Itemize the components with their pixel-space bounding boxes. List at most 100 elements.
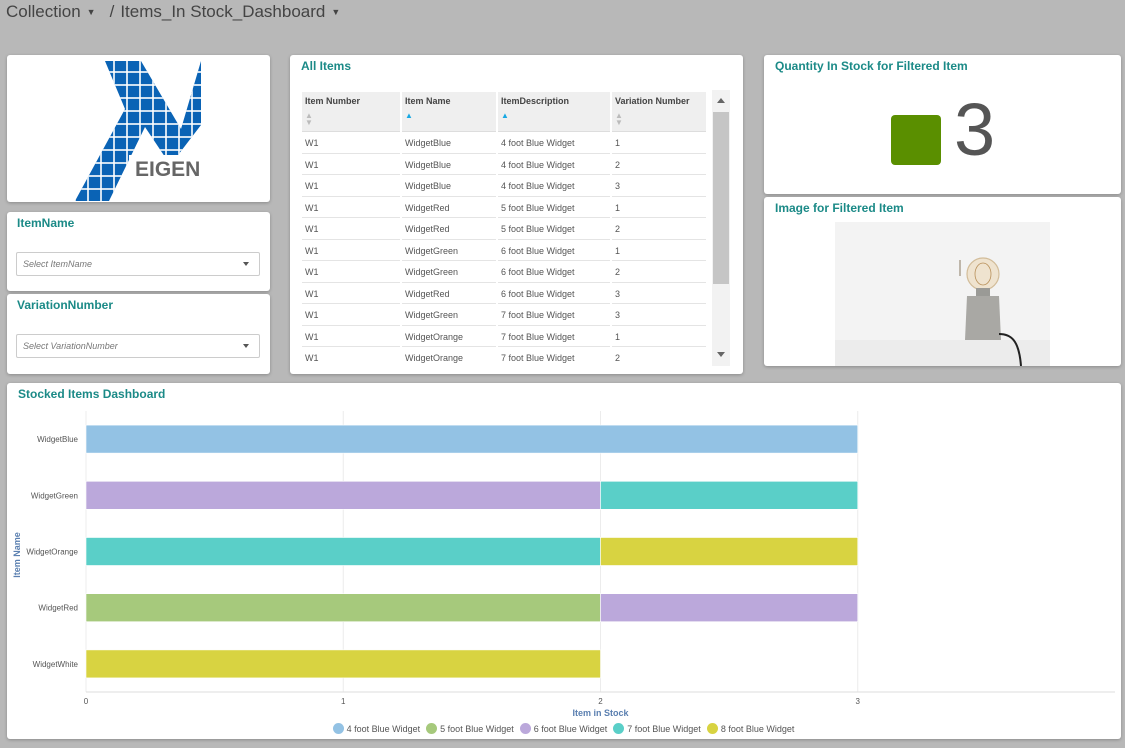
bar-WidgetBlue-0[interactable] xyxy=(85,424,859,454)
table-row[interactable]: W1 WidgetRed 6 foot Blue Widget 3 xyxy=(302,284,706,304)
variation-number-placeholder: Select VariationNumber xyxy=(23,341,118,351)
table-cell: W1 xyxy=(302,263,400,283)
column-header-item-name[interactable]: Item Name ▲ xyxy=(402,92,496,132)
bar-WidgetRed-1[interactable] xyxy=(85,593,601,622)
item-name-filter-panel: ItemName Select ItemName xyxy=(7,212,270,291)
logo-x-mark xyxy=(75,61,201,201)
legend-label: 8 foot Blue Widget xyxy=(720,723,795,734)
table-cell: 7 foot Blue Widget xyxy=(498,349,610,366)
table-cell: 4 foot Blue Widget xyxy=(498,155,610,175)
table-row[interactable]: W1 WidgetGreen 7 foot Blue Widget 3 xyxy=(302,306,706,326)
table-row[interactable]: W1 WidgetGreen 6 foot Blue Widget 1 xyxy=(302,241,706,261)
y-tick-label: WidgetRed xyxy=(38,604,78,613)
x-tick-label: 0 xyxy=(84,697,89,706)
x-tick-label: 3 xyxy=(856,697,861,706)
sort-icon[interactable]: ▲ ▼ xyxy=(615,111,623,127)
all-items-panel: All Items Item Number ▲ ▼ Item Name ▲ ItemD… xyxy=(290,55,743,374)
table-row[interactable]: W1 WidgetBlue 4 foot Blue Widget 2 xyxy=(302,155,706,175)
sort-asc-icon[interactable]: ▲ xyxy=(405,111,413,120)
column-header-variation-number[interactable]: Variation Number ▲ ▼ xyxy=(612,92,706,132)
column-header-item-description[interactable]: ItemDescription ▲ xyxy=(498,92,610,132)
table-cell: WidgetRed xyxy=(402,284,496,304)
table-cell: W1 xyxy=(302,327,400,347)
chart-legend: 4 foot Blue Widget 5 foot Blue Widget 6 fo… xyxy=(7,723,1120,734)
table-row[interactable]: W1 WidgetOrange 7 foot Blue Widget 1 xyxy=(302,327,706,347)
table-cell: 5 foot Blue Widget xyxy=(498,198,610,218)
chevron-down-icon[interactable]: ▼ xyxy=(331,7,341,17)
table-cell: W1 xyxy=(302,177,400,197)
scroll-up-icon[interactable] xyxy=(717,98,725,103)
dashboard-title[interactable]: Items_In Stock_Dashboard xyxy=(120,2,326,21)
legend-swatch xyxy=(519,723,531,734)
status-indicator xyxy=(891,115,941,165)
variation-number-filter-title: VariationNumber xyxy=(17,298,114,312)
variation-number-select[interactable]: Select VariationNumber xyxy=(16,334,260,358)
legend-item[interactable]: 6 foot Blue Widget xyxy=(519,723,607,734)
table-cell: 6 foot Blue Widget xyxy=(498,241,610,261)
table-cell: W1 xyxy=(302,349,400,366)
table-cell: 3 xyxy=(612,284,706,304)
table-cell: WidgetGreen xyxy=(402,241,496,261)
table-cell: 1 xyxy=(612,327,706,347)
table-cell: W1 xyxy=(302,198,400,218)
table-cell: WidgetGreen xyxy=(402,306,496,326)
table-cell: W1 xyxy=(302,284,400,304)
y-tick-label: WidgetBlue xyxy=(37,435,78,444)
table-cell: WidgetOrange xyxy=(402,349,496,366)
table-cell: W1 xyxy=(302,306,400,326)
legend-swatch xyxy=(426,723,438,734)
column-header-item-number[interactable]: Item Number ▲ ▼ xyxy=(302,92,400,132)
bar-WidgetWhite-4[interactable] xyxy=(85,649,601,679)
table-cell: 1 xyxy=(612,198,706,218)
item-name-select[interactable]: Select ItemName xyxy=(16,252,260,276)
table-cell: W1 xyxy=(302,241,400,261)
quantity-panel: Quantity In Stock for Filtered Item 3 xyxy=(764,55,1121,194)
table-cell: 2 xyxy=(612,349,706,366)
table-cell: 6 foot Blue Widget xyxy=(498,263,610,283)
bar-WidgetRed-2[interactable] xyxy=(600,593,859,622)
table-cell: 2 xyxy=(612,263,706,283)
legend-item[interactable]: 5 foot Blue Widget xyxy=(426,723,514,734)
table-row[interactable]: W1 WidgetRed 5 foot Blue Widget 2 xyxy=(302,220,706,240)
bar-WidgetOrange-3[interactable] xyxy=(85,537,601,566)
table-row[interactable]: W1 WidgetRed 5 foot Blue Widget 1 xyxy=(302,198,706,218)
scrollbar-thumb[interactable] xyxy=(713,112,729,284)
bar-WidgetGreen-2[interactable] xyxy=(85,481,601,510)
table-cell: W1 xyxy=(302,155,400,175)
table-cell: WidgetBlue xyxy=(402,155,496,175)
collection-link[interactable]: Collection xyxy=(6,2,81,21)
table-cell: 1 xyxy=(612,134,706,154)
table-row[interactable]: W1 WidgetBlue 4 foot Blue Widget 3 xyxy=(302,177,706,197)
table-scrollbar[interactable] xyxy=(712,90,730,366)
item-photo xyxy=(835,222,1050,366)
bar-WidgetGreen-3[interactable] xyxy=(600,481,859,510)
table-cell: WidgetBlue xyxy=(402,177,496,197)
x-axis-title: Item in Stock xyxy=(572,708,629,718)
table-cell: 3 xyxy=(612,177,706,197)
scroll-down-icon[interactable] xyxy=(717,352,725,357)
table-cell: WidgetRed xyxy=(402,220,496,240)
table-cell: 7 foot Blue Widget xyxy=(498,327,610,347)
lamp-image xyxy=(835,222,1050,366)
table-row[interactable]: W1 WidgetGreen 6 foot Blue Widget 2 xyxy=(302,263,706,283)
all-items-table-wrap: Item Number ▲ ▼ Item Name ▲ ItemDescription… xyxy=(300,90,712,366)
legend-swatch xyxy=(332,723,344,734)
sort-icon[interactable]: ▲ ▼ xyxy=(305,111,313,127)
legend-item[interactable]: 4 foot Blue Widget xyxy=(332,723,420,734)
table-cell: 2 xyxy=(612,155,706,175)
y-tick-label: WidgetWhite xyxy=(33,660,79,669)
item-name-placeholder: Select ItemName xyxy=(23,259,93,269)
chevron-down-icon[interactable]: ▼ xyxy=(86,7,96,17)
legend-label: 7 foot Blue Widget xyxy=(627,723,701,734)
table-cell: WidgetRed xyxy=(402,198,496,218)
table-cell: 1 xyxy=(612,241,706,261)
table-row[interactable]: W1 WidgetOrange 7 foot Blue Widget 2 xyxy=(302,349,706,366)
image-panel: Image for Filtered Item xyxy=(764,197,1121,366)
table-row[interactable]: W1 WidgetBlue 4 foot Blue Widget 1 xyxy=(302,134,706,154)
legend-item[interactable]: 8 foot Blue Widget xyxy=(706,723,795,734)
x-tick-label: 1 xyxy=(341,697,346,706)
legend-label: 5 foot Blue Widget xyxy=(440,723,514,734)
sort-asc-icon[interactable]: ▲ xyxy=(501,111,509,120)
bar-WidgetOrange-4[interactable] xyxy=(600,537,859,566)
legend-item[interactable]: 7 foot Blue Widget xyxy=(613,723,701,734)
